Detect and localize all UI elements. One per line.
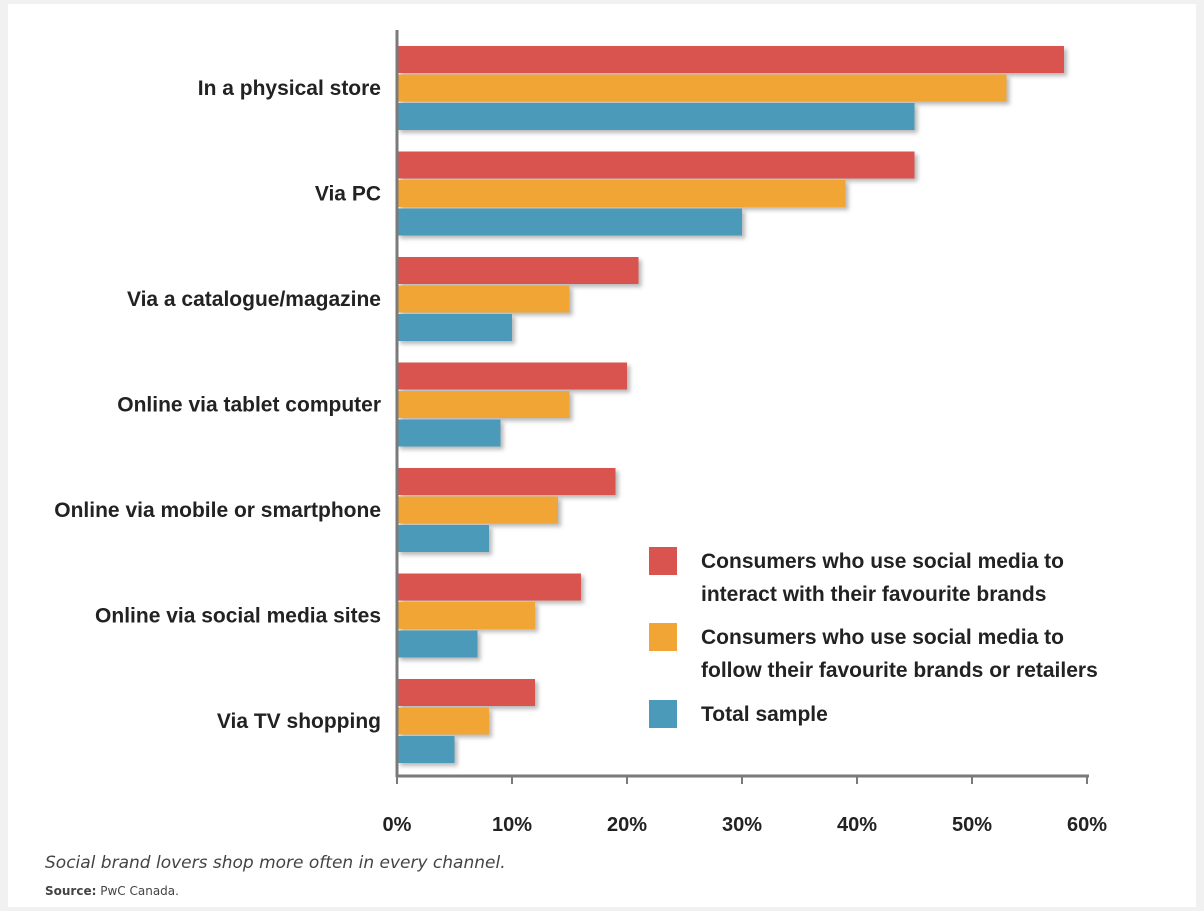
bar-via-tv-shopping-series-3 [397, 736, 455, 763]
legend-label-1-line-2: interact with their favourite brands [701, 583, 1046, 606]
x-tick-label-4: 40% [837, 814, 877, 836]
x-tick-label-1: 10% [492, 814, 532, 836]
bar-chart: In a physical store Via PC Via a catalogue… [54, 30, 1107, 836]
bar-via-pc-series-1 [397, 151, 915, 179]
legend-label-2-line-1: Consumers who use social media to [701, 626, 1064, 649]
x-tick-label-5: 50% [952, 814, 992, 836]
bar-online-via-tablet-computer-series-1 [397, 362, 627, 390]
category-label-via-pc: Via PC [315, 183, 381, 206]
source-text: PwC Canada. [100, 884, 179, 898]
bar-online-via-tablet-computer-series-2 [397, 391, 570, 418]
bar-online-via-social-media-sites-series-1 [397, 573, 581, 601]
source-label: Source: [45, 884, 97, 898]
bar-via-tv-shopping-series-1 [397, 679, 535, 706]
legend-label-3-line-1: Total sample [701, 703, 828, 726]
bar-in-a-physical-store-series-2 [397, 74, 1007, 102]
bar-online-via-social-media-sites-series-2 [397, 602, 535, 629]
legend-label-2-line-2: follow their favourite brands or retaile… [701, 659, 1098, 682]
bar-online-via-social-media-sites-series-3 [397, 630, 478, 658]
category-label-online-via-tablet-computer: Online via tablet computer [117, 394, 381, 417]
bar-online-via-mobile-or-smartphone-series-2 [397, 496, 558, 524]
bar-via-a-catalogue-magazine-series-1 [397, 257, 639, 284]
legend-swatch-1 [649, 547, 677, 575]
bar-via-pc-series-2 [397, 180, 846, 207]
x-tick-labels: 0% 10% 20% 30% 40% 50% 60% [383, 776, 1107, 836]
bar-in-a-physical-store-series-3 [397, 103, 915, 130]
bar-via-tv-shopping-series-2 [397, 707, 489, 735]
bar-online-via-tablet-computer-series-3 [397, 419, 501, 447]
bars-group [397, 46, 1064, 763]
category-label-online-via-mobile-or-smartphone: Online via mobile or smartphone [54, 499, 381, 522]
bar-online-via-mobile-or-smartphone-series-1 [397, 468, 616, 495]
bar-via-a-catalogue-magazine-series-3 [397, 314, 512, 341]
category-label-via-tv-shopping: Via TV shopping [217, 710, 381, 733]
chart-caption: Social brand lovers shop more often in e… [45, 853, 506, 873]
bar-online-via-mobile-or-smartphone-series-3 [397, 525, 489, 552]
category-labels: In a physical store Via PC Via a catalogue… [54, 77, 381, 733]
legend-swatch-3 [649, 700, 677, 728]
category-label-online-via-social-media-sites: Online via social media sites [95, 605, 381, 628]
x-tick-label-3: 30% [722, 814, 762, 836]
source-note: Source: PwC Canada. [45, 884, 179, 898]
bar-in-a-physical-store-series-1 [397, 46, 1064, 73]
x-tick-label-0: 0% [383, 814, 412, 836]
bar-via-a-catalogue-magazine-series-2 [397, 285, 570, 313]
category-label-in-a-physical-store: In a physical store [198, 77, 381, 100]
category-label-via-a-catalogue-magazine: Via a catalogue/magazine [127, 288, 381, 311]
legend: Consumers who use social media to interac… [649, 547, 1098, 728]
bar-via-pc-series-3 [397, 208, 742, 236]
chart-frame: In a physical store Via PC Via a catalogue… [8, 4, 1196, 907]
legend-swatch-2 [649, 623, 677, 651]
legend-label-1-line-1: Consumers who use social media to [701, 550, 1064, 573]
x-tick-label-6: 60% [1067, 814, 1107, 836]
x-tick-label-2: 20% [607, 814, 647, 836]
